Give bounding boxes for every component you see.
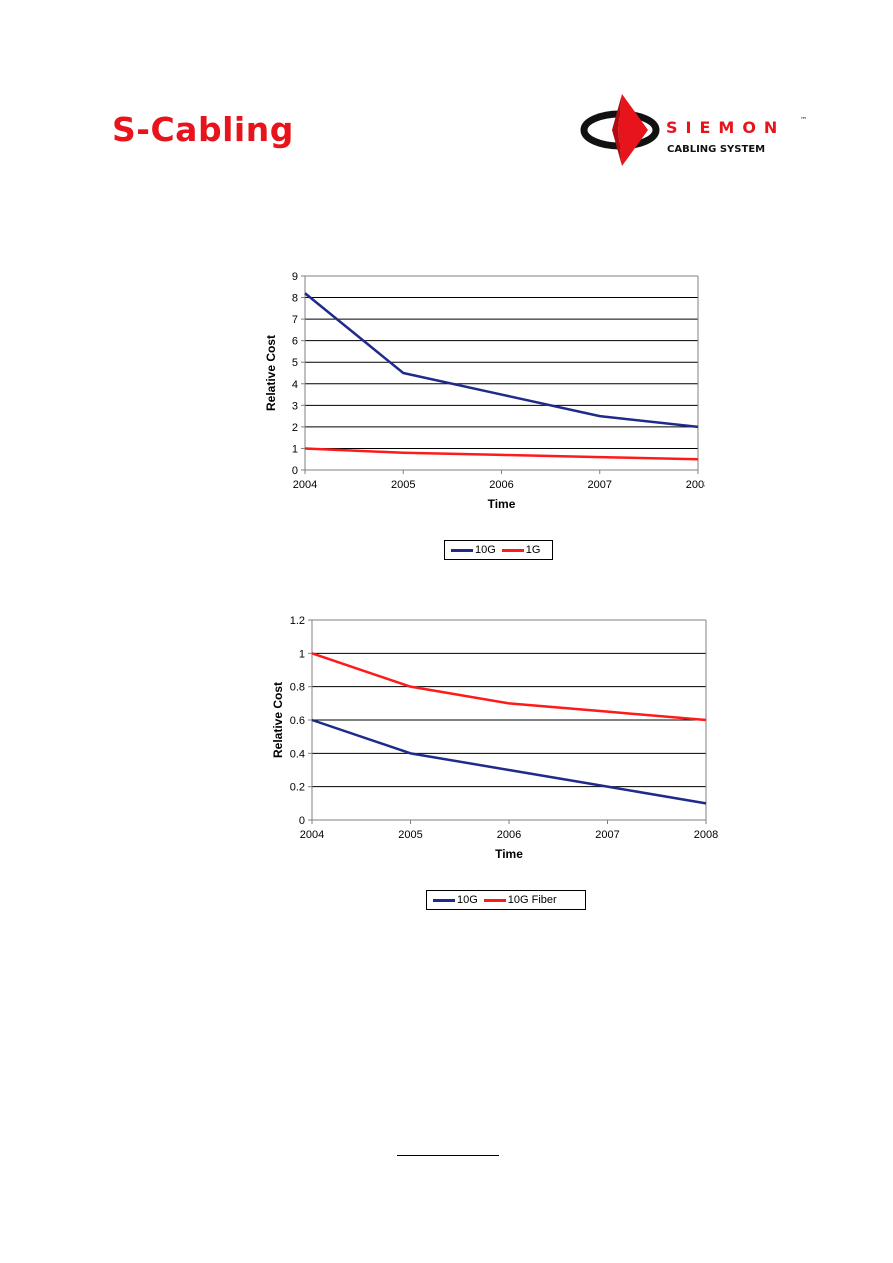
logo-brand-text: SIEMON xyxy=(666,118,785,137)
chart1-legend-item-1g: 1G xyxy=(501,544,541,556)
footnote-rule xyxy=(397,1155,499,1156)
chart2-xtick-label: 2004 xyxy=(300,829,324,841)
chart2-ytick-label: 0.4 xyxy=(290,748,305,760)
chart1-legend-swatch-1g xyxy=(501,548,524,552)
chart1-series-10g xyxy=(304,292,699,429)
chart1-ytick-label: 3 xyxy=(292,400,298,412)
chart1-ylabel: Relative Cost xyxy=(264,335,278,411)
chart1-xtick-label: 2006 xyxy=(489,479,513,491)
chart-10g-vs-10g-fiber: 0 0.2 0.4 0.6 0.8 1 1.2 2004 2005 2006 2007 2008 Tim… xyxy=(271,615,718,861)
logo-diamond-shade-icon xyxy=(612,94,622,166)
logo-trademark: ™ xyxy=(800,116,807,124)
chart1-ytick-label: 1 xyxy=(292,443,298,455)
chart1-xtick-label: 2004 xyxy=(293,479,317,491)
chart1-legend-swatch-10g xyxy=(451,548,473,552)
chart1-legend-item-10g: 10G xyxy=(451,544,496,556)
chart2-xlabel: Time xyxy=(495,847,523,861)
chart1-xlabel: Time xyxy=(488,497,516,511)
logo-diamond-icon xyxy=(618,94,648,166)
chart1-ytick-label: 6 xyxy=(292,336,298,348)
chart2-legend-item-10g: 10G xyxy=(433,894,478,906)
chart1-legend: 10G 1G xyxy=(444,540,553,560)
chart2-legend-item-10g-fiber: 10G Fiber xyxy=(483,894,557,906)
chart2-ytick-label: 1.2 xyxy=(290,615,305,627)
chart1-xtick-label: 2007 xyxy=(588,479,612,491)
chart2-legend: 10G 10G Fiber xyxy=(426,890,586,910)
page-title: S-Cabling xyxy=(112,110,294,149)
chart-10g-vs-1g: 0 1 2 3 4 5 6 7 8 9 2004 2005 2006 2007 2008 Time Relati… xyxy=(264,271,705,511)
chart2-legend-swatch-10g xyxy=(433,898,455,902)
chart2-ytick-label: 0.8 xyxy=(290,682,305,694)
chart2-series-10g xyxy=(311,718,707,805)
chart2-ytick-label: 0 xyxy=(299,815,305,827)
chart1-ytick-label: 8 xyxy=(292,293,298,305)
chart1-ytick-label: 4 xyxy=(292,379,298,391)
chart1-ytick-label: 9 xyxy=(292,271,298,283)
chart2-ylabel: Relative Cost xyxy=(271,682,285,758)
chart2-ytick-label: 0.6 xyxy=(290,715,305,727)
chart2-legend-swatch-10g-fiber xyxy=(483,898,506,902)
chart2-xtick-label: 2005 xyxy=(398,829,422,841)
chart1-ytick-label: 5 xyxy=(292,357,298,369)
chart1-legend-label-1g: 1G xyxy=(525,544,541,556)
chart1-ytick-label: 7 xyxy=(292,314,298,326)
chart1-xtick-label: 2008 xyxy=(686,479,705,491)
chart2-legend-label-10g: 10G xyxy=(457,894,478,906)
chart2-series-10g-fiber xyxy=(311,652,707,722)
chart2-legend-label-10g-fiber: 10G Fiber xyxy=(507,894,557,906)
logo-subtitle-text: CABLING SYSTEM xyxy=(667,144,765,155)
chart2-xtick-label: 2006 xyxy=(497,829,521,841)
siemon-logo: SIEMON ™ CABLING SYSTEM xyxy=(580,94,807,166)
chart1-xtick-label: 2005 xyxy=(391,479,415,491)
chart2-ytick-label: 0.2 xyxy=(290,782,305,794)
chart1-ytick-label: 2 xyxy=(292,422,298,434)
chart2-xtick-label: 2008 xyxy=(694,829,718,841)
chart1-series-1g xyxy=(304,447,699,461)
chart2-ytick-label: 1 xyxy=(299,648,305,660)
chart2-xtick-label: 2007 xyxy=(595,829,619,841)
chart1-legend-label-10g: 10G xyxy=(475,544,496,556)
chart1-ytick-label: 0 xyxy=(292,465,298,477)
